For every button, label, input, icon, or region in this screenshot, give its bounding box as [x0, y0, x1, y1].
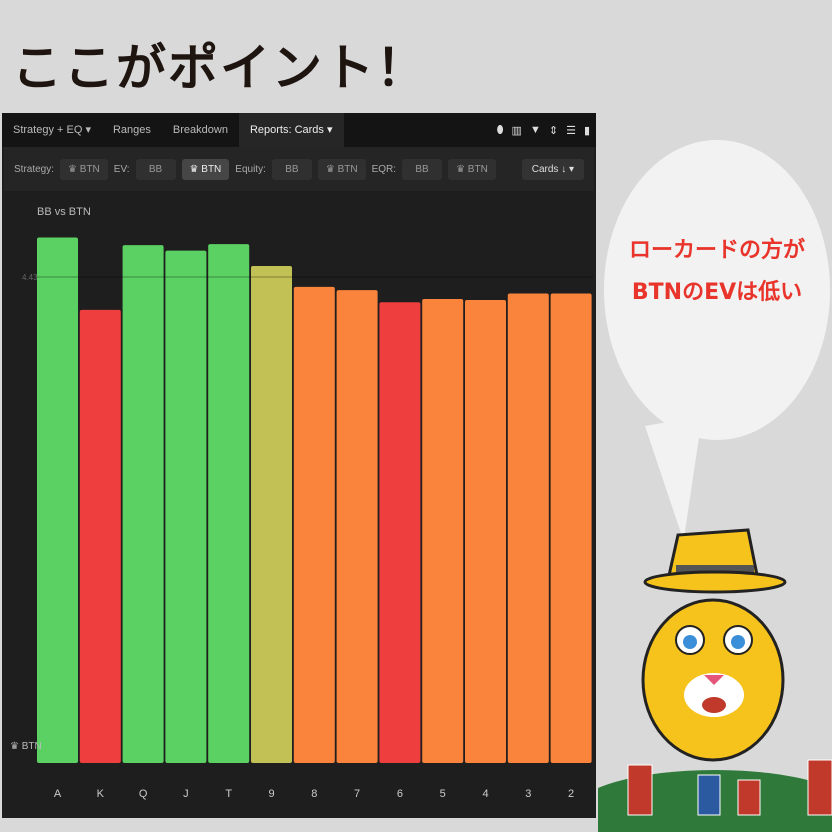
bar-chart-icon[interactable]: ▥	[511, 124, 522, 137]
menu-icon[interactable]: ☰	[566, 124, 576, 137]
bubble-line-2: BTNのEVは低い	[631, 280, 803, 305]
equity-bb-chip[interactable]: BB	[271, 158, 312, 180]
equity-btn-chip[interactable]: ♛ BTN	[317, 158, 366, 180]
sort-dropdown[interactable]: Cards ↓ ▾	[521, 158, 584, 180]
x-tick-label: 5	[440, 788, 446, 800]
bar-6[interactable]	[379, 302, 421, 763]
x-tick-label: 9	[268, 788, 274, 800]
tab-reports-cards[interactable]: Reports: Cards ▾	[238, 113, 344, 147]
expand-icon[interactable]: ⇕	[548, 124, 559, 137]
y-axis-label: ♛ BTN	[10, 741, 42, 752]
ev-label: EV:	[113, 163, 130, 175]
tab-bar: Strategy + EQ ▾ Ranges Breakdown Reports…	[2, 113, 596, 147]
bar-5[interactable]	[422, 298, 464, 763]
bubble-text: ローカードの方が BTNのEVは低い	[604, 230, 830, 314]
ev-btn-chip[interactable]: ♛ BTN	[181, 158, 230, 180]
x-tick-label: A	[54, 788, 62, 800]
solver-app: Strategy + EQ ▾ Ranges Breakdown Reports…	[2, 113, 596, 818]
eqr-label: EQR:	[371, 163, 397, 175]
ev-bb-chip[interactable]: BB	[135, 158, 176, 180]
bar-T[interactable]	[208, 244, 250, 764]
bar-K[interactable]	[79, 309, 121, 763]
panel-icon[interactable]: ▮	[583, 124, 590, 137]
bar-8[interactable]	[293, 286, 335, 763]
bar-A[interactable]	[37, 237, 78, 764]
eqr-btn-chip[interactable]: ♛ BTN	[448, 158, 496, 180]
x-tick-label: 6	[397, 788, 403, 800]
bar-2[interactable]	[550, 293, 592, 763]
x-tick-label: 2	[568, 788, 574, 800]
headline: ここがポイント！	[12, 39, 428, 97]
tab-breakdown[interactable]: Breakdown	[172, 124, 228, 136]
bar-4[interactable]	[465, 300, 506, 763]
x-tick-label: 4	[482, 788, 488, 800]
tab-ranges[interactable]: Ranges	[112, 124, 151, 136]
bubble-line-1: ローカードの方が	[628, 238, 805, 263]
bar-J[interactable]	[165, 250, 207, 764]
filter-bar: Strategy: ♛ BTN EV: BB ♛ BTN Equity: BB …	[4, 147, 594, 191]
bar-Q[interactable]	[122, 245, 164, 763]
bar-3[interactable]	[507, 293, 549, 763]
mouse-icon[interactable]: ⬮	[496, 123, 504, 136]
x-tick-label: T	[225, 788, 232, 800]
tab-strategy-eq[interactable]: Strategy + EQ ▾	[13, 124, 91, 136]
reference-label: 4.43	[22, 273, 38, 282]
strategy-btn-chip[interactable]: ♛ BTN	[60, 158, 108, 180]
x-tick-label: Q	[139, 788, 148, 800]
tiger-mascot	[598, 528, 832, 832]
filter-icon[interactable]: ▼	[529, 123, 541, 136]
equity-label: Equity:	[235, 163, 266, 175]
x-tick-label: 7	[354, 788, 360, 800]
bar-7[interactable]	[336, 290, 378, 763]
x-tick-label: 8	[311, 788, 317, 800]
bar-9[interactable]	[251, 266, 292, 763]
bar-chart: A K Q J T 9 8 7 6 5 4 3 2 4.43 ♛ BTN	[10, 237, 594, 800]
x-tick-label: J	[183, 788, 189, 800]
strategy-label: Strategy:	[14, 163, 55, 175]
eqr-bb-chip[interactable]: BB	[402, 158, 443, 180]
x-tick-label: 3	[525, 788, 531, 800]
speech-bubble	[604, 140, 830, 440]
x-tick-label: K	[97, 788, 105, 800]
chart-title: BB vs BTN	[37, 206, 91, 218]
